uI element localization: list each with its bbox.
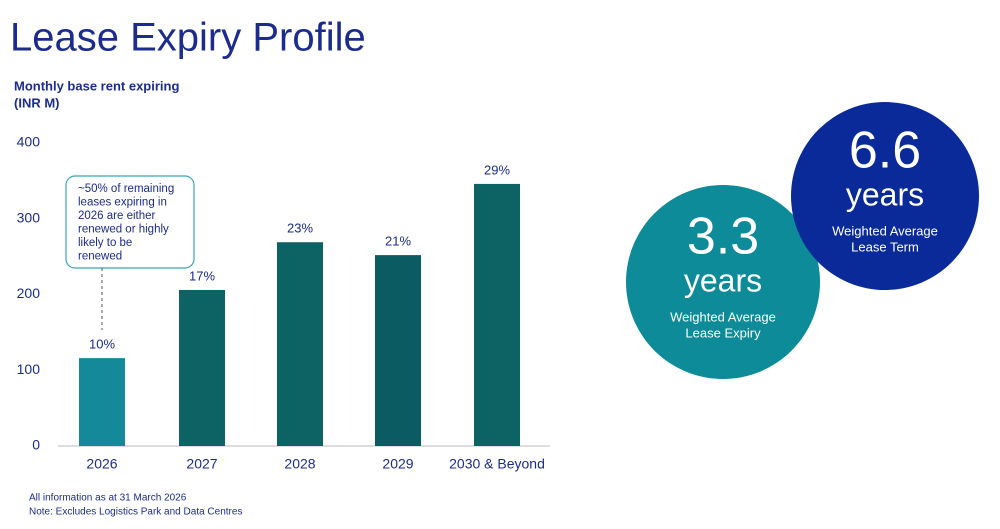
annotation-text: renewed: [78, 251, 122, 263]
data-label: 10%: [89, 337, 115, 352]
x-tick-label: 2030 & Beyond: [449, 456, 545, 472]
bar: [375, 255, 421, 446]
x-tick-label: 2026: [86, 456, 117, 472]
subtitle: (INR M): [14, 95, 60, 110]
y-tick-label: 300: [17, 209, 41, 225]
y-tick-label: 0: [32, 437, 40, 453]
data-label: 21%: [385, 234, 411, 249]
y-tick-label: 100: [17, 361, 41, 377]
y-tick-label: 200: [17, 285, 41, 301]
annotation-text: renewed or highly: [78, 224, 169, 236]
kpi-value: 6.6: [849, 122, 921, 180]
kpi-circle: [626, 185, 820, 379]
kpi-label: Weighted Average: [832, 223, 938, 238]
bar: [277, 242, 323, 446]
data-label: 29%: [484, 162, 510, 177]
subtitle: Monthly base rent expiring: [14, 78, 179, 93]
kpi-label: Weighted Average: [670, 309, 776, 324]
x-tick-label: 2027: [186, 456, 217, 472]
annotation-box: [65, 175, 195, 269]
annotation-text: ~50% of remaining: [78, 183, 174, 195]
data-label: 17%: [189, 268, 215, 283]
annotation-text: 2026 are either: [78, 210, 156, 222]
kpi-label: Lease Term: [851, 239, 919, 254]
data-label: 23%: [287, 221, 313, 236]
x-tick-label: 2029: [382, 456, 413, 472]
kpi-circle: [791, 102, 979, 290]
kpi-unit: years: [684, 262, 762, 298]
bar: [474, 183, 520, 446]
footnote: All information as at 31 March 2026: [29, 493, 187, 504]
bar: [179, 289, 225, 446]
x-tick-label: 2028: [284, 456, 315, 472]
footnote: Note: Excludes Logistics Park and Data C…: [29, 507, 242, 518]
kpi-unit: years: [846, 176, 924, 212]
y-tick-label: 400: [17, 134, 41, 150]
annotation-text: likely to be: [78, 237, 132, 249]
title: Lease Expiry Profile: [10, 16, 366, 60]
kpi-value: 3.3: [687, 208, 759, 266]
kpi-label: Lease Expiry: [685, 325, 761, 340]
bar: [79, 358, 125, 446]
annotation-text: leases expiring in: [78, 197, 167, 209]
